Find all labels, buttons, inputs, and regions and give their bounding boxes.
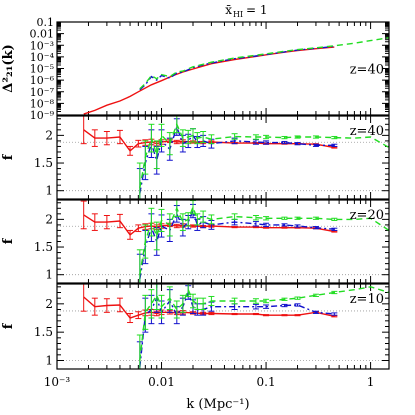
y-tick-label: 0.1 bbox=[37, 16, 55, 29]
panel-frame bbox=[56, 199, 390, 284]
series-line-green bbox=[139, 205, 389, 275]
y-tick-label: 2 bbox=[45, 297, 53, 311]
y-tick-label: 10⁻⁶ bbox=[30, 74, 55, 87]
series-line-blue bbox=[139, 45, 335, 91]
y-tick-label: 1.5 bbox=[34, 240, 53, 254]
title-value: = 1 bbox=[246, 3, 268, 17]
panel-z20: 1 1.5 2 z=20 f bbox=[1, 199, 390, 284]
y-axis-label: f bbox=[1, 237, 16, 244]
y-tick-label: 1 bbox=[45, 184, 53, 198]
series-group bbox=[80, 116, 389, 199]
panel-annotation: z=40 bbox=[350, 124, 384, 139]
y-axis-label: Δ²₂₁(k) bbox=[1, 44, 16, 92]
y-tick-label: 0.01 bbox=[30, 28, 55, 41]
series-line-red bbox=[83, 46, 335, 115]
y-tick-label: 1.5 bbox=[34, 325, 53, 339]
series-line-blue bbox=[139, 290, 335, 368]
series-group bbox=[83, 37, 389, 115]
title-main: x̄ bbox=[225, 3, 232, 17]
y-tick-label: 10⁻⁸ bbox=[30, 97, 55, 110]
y-axis-label: f bbox=[1, 322, 16, 329]
series-line-green bbox=[139, 37, 389, 90]
x-axis-tick-labels: 10⁻³ 0.01 0.1 1 bbox=[44, 375, 375, 389]
y-tick-label: 10⁻⁷ bbox=[30, 86, 55, 99]
panels: 10⁻⁹10⁻⁸10⁻⁷10⁻⁶10⁻⁵10⁻⁴10⁻³0.010.1 z=40 Δ… bbox=[1, 16, 390, 370]
panel-annotation: z=20 bbox=[350, 208, 384, 223]
y-tick-label: 10⁻⁴ bbox=[30, 51, 55, 64]
x-tick-label: 0.01 bbox=[148, 375, 175, 389]
figure-title: x̄ HI = 1 bbox=[225, 3, 267, 19]
y-tick-label: 10⁻³ bbox=[30, 39, 54, 52]
series-line-blue bbox=[139, 124, 335, 194]
panel-z10: 1 1.5 2 z=10 f bbox=[1, 283, 390, 370]
y-tick-label: 1.5 bbox=[34, 156, 53, 170]
y-tick-label: 10⁻⁹ bbox=[30, 109, 55, 122]
x-tick-label: 0.1 bbox=[257, 375, 276, 389]
y-axis-label: f bbox=[1, 153, 16, 160]
x-tick-label: 10⁻³ bbox=[44, 375, 71, 389]
series-group bbox=[80, 200, 389, 283]
y-tick-label: 1 bbox=[45, 354, 53, 368]
series-line-green bbox=[139, 122, 389, 189]
panel-annotation: z=40 bbox=[350, 63, 384, 78]
panel-frame bbox=[56, 115, 390, 200]
y-tick-label: 1 bbox=[45, 268, 53, 282]
x-axis-label: k (Mpc⁻¹) bbox=[186, 397, 249, 412]
y-tick-label: 2 bbox=[45, 128, 53, 142]
series-group bbox=[80, 284, 389, 369]
panel-top: 10⁻⁹10⁻⁸10⁻⁷10⁻⁶10⁻⁵10⁻⁴10⁻³0.010.1 z=40 Δ… bbox=[1, 16, 390, 122]
panel-frame bbox=[56, 21, 390, 116]
x-tick-label: 1 bbox=[367, 375, 375, 389]
y-tick-label: 2 bbox=[45, 212, 53, 226]
y-tick-label: 10⁻⁵ bbox=[30, 63, 54, 76]
panel-z40: 1 1.5 2 z=40 f bbox=[1, 115, 390, 200]
series-line-blue bbox=[139, 209, 335, 280]
panel-frame bbox=[56, 283, 390, 370]
panel-annotation: z=10 bbox=[350, 292, 384, 307]
title-sub: HI bbox=[233, 10, 243, 19]
